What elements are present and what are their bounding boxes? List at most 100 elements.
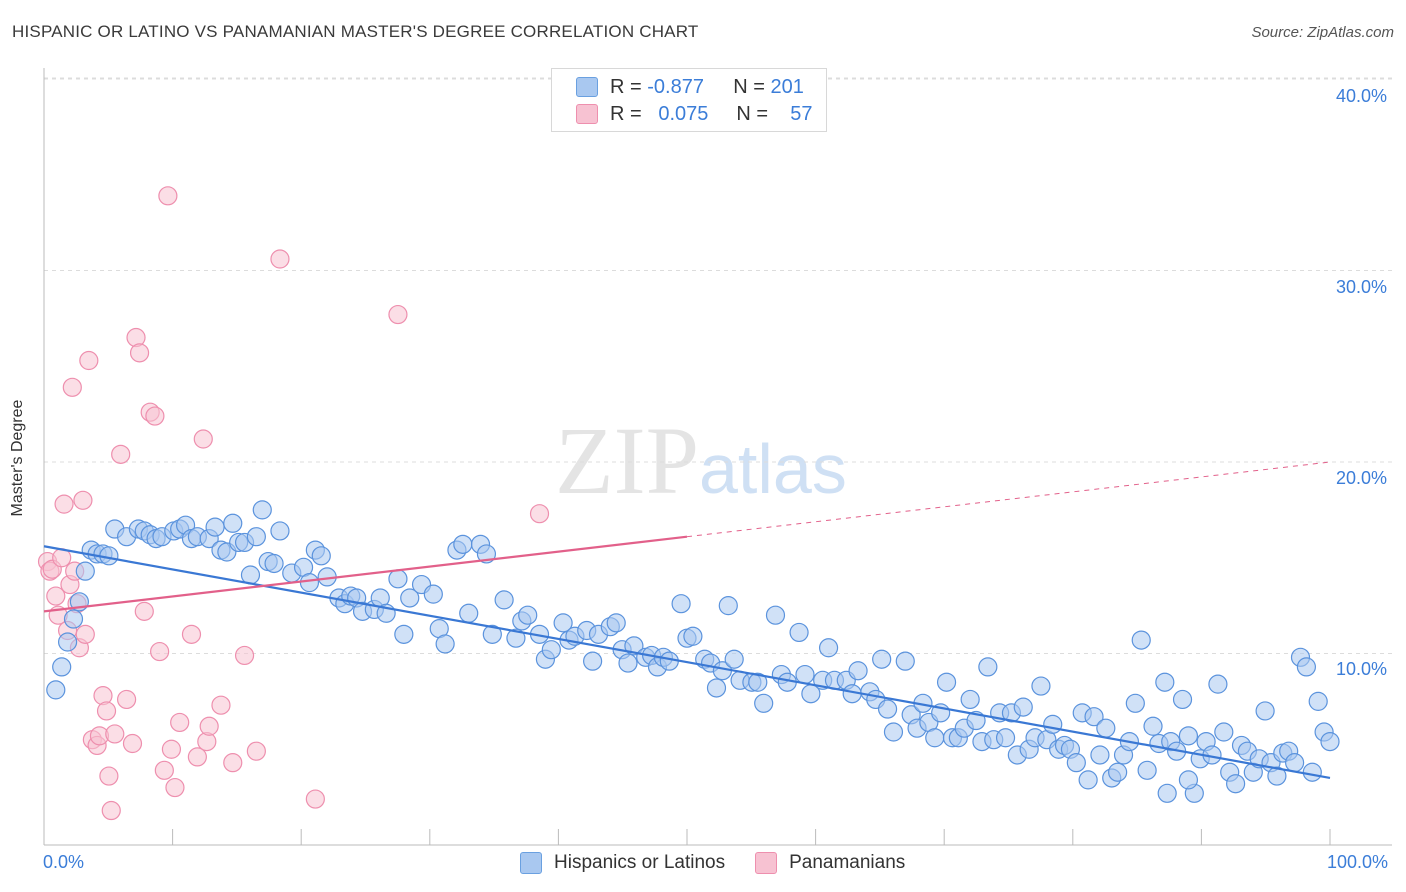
hispanic-point (1108, 762, 1128, 782)
hispanic-point (1255, 701, 1275, 721)
hispanic-point (936, 672, 957, 692)
panamanian-point (46, 586, 66, 606)
hispanic-point (877, 699, 898, 719)
hispanic-point (394, 624, 414, 644)
hispanic-point (1155, 672, 1175, 692)
hispanic-point (872, 649, 892, 669)
legend-swatch-pink (755, 852, 778, 874)
hispanic-point (423, 584, 443, 604)
panamanian-point (111, 444, 131, 464)
hispanic-point (1308, 691, 1328, 711)
panamanian-point (54, 494, 74, 514)
hispanic-point (724, 649, 744, 669)
hispanic-point (1296, 657, 1317, 677)
hispanic-point (606, 613, 626, 633)
hispanic-point (453, 534, 473, 554)
hispanic-point (818, 638, 839, 658)
hispanic-point (75, 561, 95, 581)
panamanian-point (388, 304, 408, 325)
legend-r-label: R = (610, 102, 642, 125)
legend-n-label: N = (736, 102, 769, 125)
hispanic-point (765, 605, 786, 625)
hispanic-point (246, 527, 266, 547)
panamanian-trendline (43, 535, 688, 613)
panamanian-point (158, 186, 178, 206)
legend-item-hispanic[interactable]: Hispanics or Latinos (520, 852, 725, 874)
x-tick-label-max: 100.0% (1327, 852, 1389, 872)
hispanic-point (1226, 774, 1246, 794)
hispanic-point (925, 728, 945, 748)
hispanic-point (1143, 716, 1163, 736)
hispanic-point (46, 680, 66, 700)
hispanic-point (252, 500, 272, 520)
chart-title: HISPANIC OR LATINO VS PANAMANIAN MASTER'… (12, 22, 699, 41)
hispanic-point (1031, 676, 1051, 696)
hispanic-point (1013, 697, 1033, 717)
panamanian-point (73, 490, 93, 510)
panamanian-point (145, 406, 165, 426)
panamanian-point (187, 747, 207, 767)
legend-label-hispanic: Hispanics or Latinos (554, 852, 726, 873)
hispanic-point (435, 634, 455, 654)
hispanic-point (848, 661, 868, 681)
series-legend: Hispanics or Latinos Panamanians (520, 852, 935, 874)
panamanian-point (193, 429, 213, 449)
legend-r-value: 0.075 (658, 102, 709, 125)
legend-swatch-blue (520, 852, 542, 874)
hispanic-point (1090, 745, 1110, 765)
hispanic-point (718, 596, 738, 616)
hispanic-point (223, 513, 243, 533)
panamanian-trendline-extension (686, 461, 1331, 538)
hispanic-point (270, 521, 290, 541)
hispanic-point (388, 569, 408, 589)
hispanic-trendline (43, 545, 1331, 780)
panamanian-point (246, 741, 266, 761)
legend-swatch-pink (576, 104, 598, 124)
hispanic-point (960, 689, 980, 710)
hispanic-point (541, 640, 561, 660)
hispanic-point (264, 553, 284, 574)
hispanic-point (1172, 689, 1193, 710)
legend-label-panamanian: Panamanians (789, 852, 906, 873)
panamanian-point (154, 760, 174, 780)
hispanic-point (52, 657, 72, 677)
hispanic-point (1214, 722, 1234, 742)
hispanic-point (1178, 726, 1199, 746)
panamanian-point (270, 249, 290, 269)
hispanic-point (1302, 762, 1322, 782)
hispanic-point (1125, 693, 1145, 713)
panamanian-point (122, 733, 143, 754)
hispanic-point (459, 603, 479, 623)
legend-row-hispanic: R = -0.877 N = 201 (576, 74, 804, 100)
panamanian-point (181, 624, 202, 644)
hispanic-point (706, 678, 727, 698)
hispanic-point (518, 605, 538, 625)
hispanic-point (506, 628, 526, 648)
source-note: Source: ZipAtlas.com (1251, 24, 1394, 41)
y-tick-label-20: 20.0% (1336, 468, 1388, 488)
legend-row-panamanian: R = 0.075 N = 57 (576, 101, 813, 127)
panamanian-point (165, 777, 185, 798)
panamanian-point (223, 753, 243, 773)
hispanic-point (995, 728, 1016, 748)
hispanic-point (1131, 630, 1151, 650)
hispanic-point (883, 722, 904, 742)
legend-n-label: N = (733, 75, 765, 98)
hispanic-point (1084, 707, 1104, 727)
hispanic-point (1285, 753, 1305, 773)
hispanic-point (748, 672, 768, 692)
hispanic-point (795, 664, 815, 685)
panamanian-point (75, 624, 95, 644)
hispanic-point (311, 546, 331, 566)
panamanian-point (99, 766, 119, 786)
x-tick-label-min: 0.0% (43, 852, 85, 872)
legend-item-panamanian[interactable]: Panamanians (755, 852, 905, 874)
panamanian-point (105, 724, 125, 744)
watermark-logo: ZIPatlas (555, 407, 847, 514)
hispanic-point (1078, 770, 1098, 790)
hispanic-point (789, 622, 809, 643)
hispanic-point (1066, 753, 1086, 773)
panamanian-point (234, 645, 255, 666)
panamanian-point (529, 504, 550, 524)
